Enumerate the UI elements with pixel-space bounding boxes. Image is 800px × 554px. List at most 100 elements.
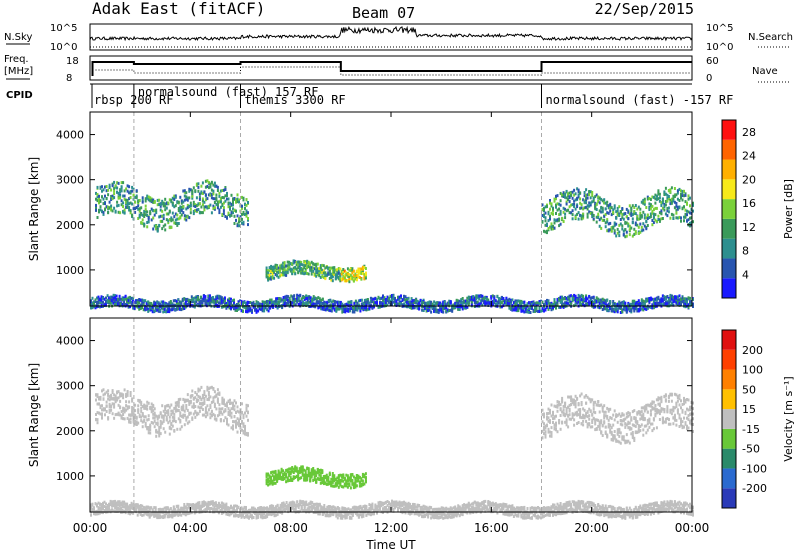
- echo-cell: [669, 188, 672, 192]
- echo-cell: [119, 194, 122, 198]
- echo-cell: [135, 194, 138, 198]
- echo-cell: [595, 299, 598, 303]
- echo-cell: [627, 224, 630, 228]
- echo-cell: [304, 469, 307, 473]
- echo-cell: [274, 475, 277, 479]
- echo-cell: [126, 416, 129, 420]
- echo-cell: [341, 302, 344, 306]
- echo-cell: [203, 390, 206, 394]
- echo-cell: [628, 308, 631, 312]
- echo-cell: [265, 473, 268, 477]
- echo-cell: [168, 426, 171, 430]
- echo-cell: [90, 306, 92, 310]
- echo-cell: [634, 221, 637, 225]
- echo-cell: [336, 272, 339, 276]
- echo-cell: [312, 262, 315, 266]
- echo-cell: [131, 399, 134, 403]
- echo-cell: [348, 309, 351, 313]
- echo-cell: [478, 294, 481, 298]
- echo-cell: [568, 205, 571, 209]
- echo-cell: [242, 431, 245, 435]
- echo-cell: [138, 307, 141, 311]
- echo-cell: [134, 419, 137, 423]
- echo-cell: [189, 399, 192, 403]
- echo-cell: [147, 414, 150, 418]
- echo-cell: [394, 302, 396, 306]
- echo-cell: [666, 207, 669, 210]
- echo-cell: [102, 388, 105, 392]
- echo-cell: [188, 216, 191, 220]
- echo-cell: [177, 222, 180, 225]
- echo-cell: [206, 398, 209, 401]
- echo-cell: [595, 220, 598, 224]
- echo-cell: [603, 218, 606, 222]
- echo-cell: [206, 206, 209, 210]
- echo-cell: [126, 405, 129, 409]
- echo-cell: [175, 307, 178, 311]
- echo-cell: [637, 308, 640, 312]
- echo-cell: [174, 401, 177, 405]
- echo-cell: [150, 421, 153, 424]
- echo-cell: [594, 201, 597, 205]
- echo-cell: [114, 209, 117, 213]
- echo-cell: [678, 199, 681, 202]
- echo-cell: [425, 305, 428, 309]
- echo-cell: [306, 474, 309, 478]
- echo-cell: [150, 207, 153, 211]
- echo-cell: [221, 398, 224, 402]
- echo-cell: [508, 297, 511, 301]
- echo-cell: [337, 269, 340, 273]
- echo-cell: [646, 214, 649, 217]
- echo-cell: [308, 295, 311, 299]
- echo-cell: [274, 471, 277, 475]
- echo-cell: [162, 417, 165, 421]
- echo-cell: [500, 295, 503, 299]
- echo-cell: [108, 408, 111, 412]
- echo-cell: [658, 199, 661, 203]
- nsky-label: N.Sky: [4, 32, 32, 43]
- echo-cell: [642, 305, 645, 309]
- echo-cell: [571, 213, 574, 217]
- echo-cell: [96, 421, 99, 425]
- echo-cell: [99, 305, 101, 309]
- echo-cell: [553, 302, 556, 306]
- echo-cell: [235, 411, 237, 414]
- echo-cell: [624, 220, 627, 224]
- echo-cell: [562, 220, 565, 223]
- echo-cell: [336, 301, 339, 305]
- echo-cell: [546, 205, 548, 209]
- echo-cell: [227, 413, 230, 416]
- echo-cell: [683, 301, 685, 305]
- echo-cell: [151, 303, 154, 307]
- echo-cell: [291, 268, 294, 272]
- echo-cell: [129, 391, 132, 394]
- echo-cell: [230, 193, 233, 197]
- echo-cell: [111, 389, 114, 393]
- echo-cell: [145, 302, 148, 306]
- echo-cell: [451, 307, 454, 311]
- echo-cell: [246, 306, 249, 310]
- echo-cell: [624, 235, 627, 239]
- echo-cell: [476, 294, 479, 298]
- echo-cell: [186, 215, 189, 219]
- echo-cell: [159, 411, 162, 415]
- echo-cell: [176, 402, 179, 406]
- echo-cell: [583, 200, 586, 204]
- echo-cell: [210, 300, 213, 304]
- echo-cell: [341, 310, 344, 314]
- echo-cell: [567, 295, 570, 299]
- echo-cell: [207, 193, 210, 197]
- echo-cell: [263, 305, 266, 309]
- echo-cell: [534, 302, 536, 306]
- echo-cell: [245, 305, 247, 309]
- echo-cell: [652, 221, 655, 224]
- echo-cell: [312, 470, 315, 474]
- echo-cell: [125, 187, 128, 191]
- echo-cell: [606, 211, 609, 215]
- echo-cell: [137, 421, 140, 425]
- echo-cell: [652, 212, 655, 216]
- echo-cell: [162, 307, 165, 310]
- echo-cell: [192, 212, 195, 216]
- echo-cell: [210, 409, 213, 413]
- echo-cell: [470, 295, 473, 299]
